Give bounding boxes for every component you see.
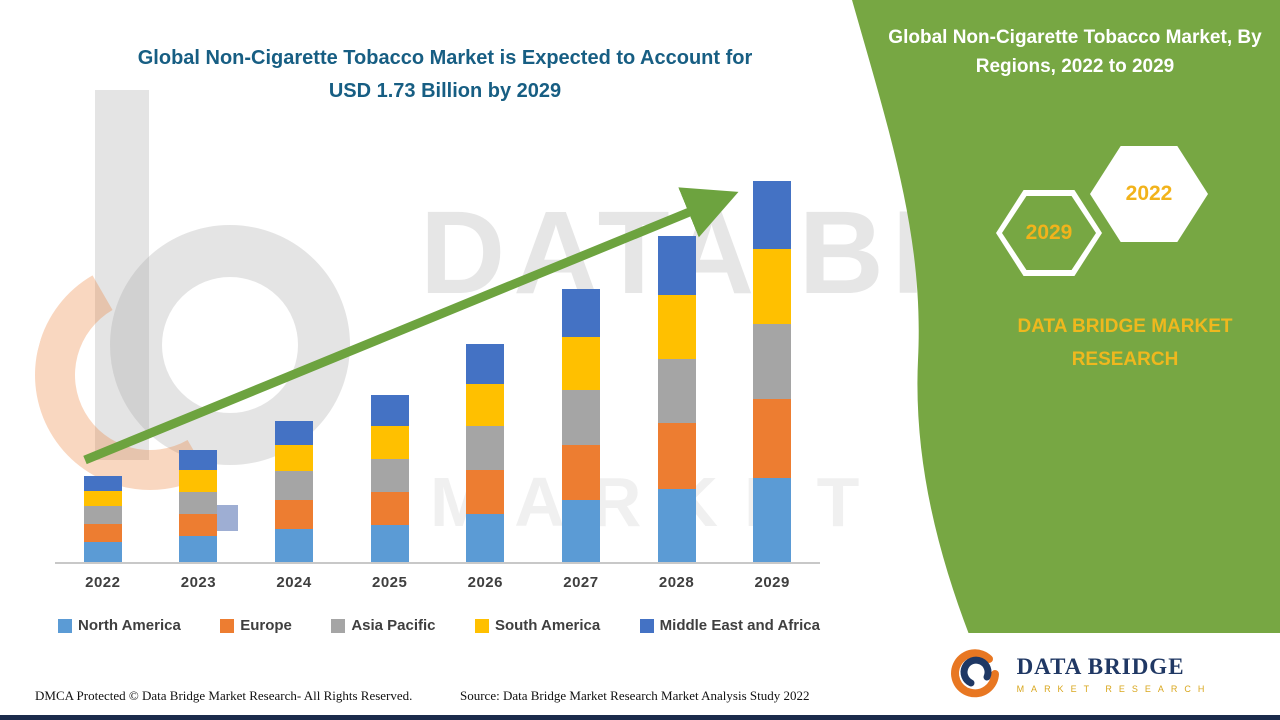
bar-column-2026 <box>438 344 534 562</box>
bottom-accent-strip <box>0 715 1280 720</box>
page-title-line1: Global Non-Cigarette Tobacco Market is E… <box>137 47 753 69</box>
legend: North America Europe Asia Pacific South Ame… <box>58 617 820 634</box>
x-axis-label-2027: 2027 <box>563 574 599 591</box>
segment-asia-pacific <box>561 390 600 445</box>
segment-asia-pacific <box>275 471 314 500</box>
segment-north-america <box>561 500 600 562</box>
legend-item-north-america: North America <box>58 617 181 634</box>
segment-south-america <box>275 445 314 471</box>
legend-swatch-asia-pacific <box>331 618 346 633</box>
segment-north-america <box>275 529 314 562</box>
hexagon-year-label: 2029 <box>1025 221 1073 244</box>
stacked-bar-2029 <box>753 181 792 562</box>
segment-middle-east-and-africa <box>179 450 218 470</box>
segment-north-america <box>753 478 792 562</box>
side-panel-heading: Global Non-Cigarette Tobacco Market, By … <box>888 27 1262 77</box>
source-note: Source: Data Bridge Market Research Mark… <box>460 688 810 703</box>
segment-middle-east-and-africa <box>83 476 122 491</box>
segment-asia-pacific <box>370 459 409 492</box>
stacked-bar-2023 <box>179 450 218 562</box>
stacked-bar-2026 <box>466 344 505 562</box>
segment-europe <box>753 399 792 478</box>
data-bridge-logo-icon <box>950 649 999 698</box>
segment-middle-east-and-africa <box>753 181 792 249</box>
bar-column-2023 <box>151 450 247 562</box>
x-axis-label-2028: 2028 <box>658 574 695 591</box>
legend-item-europe: Europe <box>220 617 292 634</box>
segment-middle-east-and-africa <box>370 395 409 426</box>
legend-swatch-middle-east-and-africa <box>639 618 654 633</box>
segment-middle-east-and-africa <box>561 289 600 337</box>
dmca-notice: DMCA Protected © Data Bridge Market Rese… <box>35 688 413 703</box>
bar-column-2027 <box>533 289 629 562</box>
bar-column-2025 <box>342 395 438 562</box>
bar-column-2022 <box>55 476 151 562</box>
segment-europe <box>466 470 505 514</box>
legend-label: Europe <box>240 617 292 634</box>
logo-wordmark: DATA BRIDGE <box>1016 654 1185 679</box>
segment-north-america <box>179 536 218 562</box>
stacked-bar-2025 <box>370 395 409 562</box>
segment-south-america <box>753 249 792 324</box>
segment-europe <box>561 445 600 500</box>
x-axis-label-2023: 2023 <box>180 574 217 591</box>
segment-middle-east-and-africa <box>657 236 696 295</box>
brand-line1: DATA BRIDGE MARKET <box>1017 316 1233 337</box>
x-labels-row: 2022 2023 2024 2025 2026 2027 2028 2029 <box>55 574 820 591</box>
legend-label: South America <box>494 617 601 634</box>
segment-north-america <box>83 542 122 562</box>
segment-south-america <box>370 426 409 459</box>
bar-column-2028 <box>629 236 725 562</box>
segment-europe <box>370 492 409 525</box>
segment-south-america <box>657 295 696 359</box>
segment-north-america <box>370 525 409 562</box>
stacked-bar-2027 <box>561 289 600 562</box>
segment-asia-pacific <box>179 492 218 514</box>
logo-subtitle: MARKET RESEARCH <box>1016 684 1212 694</box>
logo-text: DATA BRIDGE MARKET RESEARCH <box>1017 654 1212 694</box>
segment-middle-east-and-africa <box>466 344 505 384</box>
stacked-bar-2024 <box>275 421 314 562</box>
x-axis-label-2029: 2029 <box>754 574 790 591</box>
logo-card: DATA BRIDGE MARKET RESEARCH <box>880 633 1280 715</box>
segment-north-america <box>466 514 505 562</box>
legend-swatch-north-america <box>58 618 72 633</box>
segment-asia-pacific <box>753 324 792 399</box>
x-axis-label-2022: 2022 <box>85 574 121 591</box>
legend-item-middle-east-and-africa: Middle East and Africa <box>639 617 820 634</box>
segment-europe <box>275 500 314 529</box>
bar-column-2024 <box>246 421 342 562</box>
stacked-bar-2028 <box>657 236 696 562</box>
bar-column-2029 <box>724 181 820 562</box>
hexagon-year-label: 2022 <box>1125 182 1173 205</box>
segment-asia-pacific <box>466 426 505 470</box>
segment-europe <box>179 514 218 536</box>
legend-item-asia-pacific: Asia Pacific <box>331 617 436 634</box>
stacked-bar-2022 <box>83 476 122 562</box>
segment-asia-pacific <box>657 359 696 423</box>
segment-middle-east-and-africa <box>275 421 314 445</box>
legend-label: Middle East and Africa <box>659 617 820 634</box>
segment-europe <box>83 524 122 542</box>
x-axis-label-2026: 2026 <box>467 574 503 591</box>
brand-line2: RESEARCH <box>1071 349 1179 371</box>
segment-north-america <box>657 489 696 562</box>
brand-name: DATA BRIDGE MARKET RESEARCH <box>955 310 1280 377</box>
legend-swatch-south-america <box>474 618 489 633</box>
segment-south-america <box>179 470 218 492</box>
segment-south-america <box>561 337 600 390</box>
segment-europe <box>657 423 696 489</box>
segment-asia-pacific <box>83 506 122 524</box>
page-title-line2: USD 1.73 Billion by 2029 <box>328 80 562 102</box>
x-axis-label-2025: 2025 <box>372 574 408 591</box>
legend-label: North America <box>78 617 181 634</box>
x-axis-label-2024: 2024 <box>276 574 312 591</box>
segment-south-america <box>466 384 505 426</box>
segment-south-america <box>83 491 122 506</box>
bars-row <box>55 170 820 564</box>
legend-label: Asia Pacific <box>351 617 436 634</box>
legend-item-south-america: South America <box>474 617 601 634</box>
page-title: Global Non-Cigarette Tobacco Market is E… <box>60 42 830 108</box>
legend-swatch-europe <box>220 618 235 633</box>
